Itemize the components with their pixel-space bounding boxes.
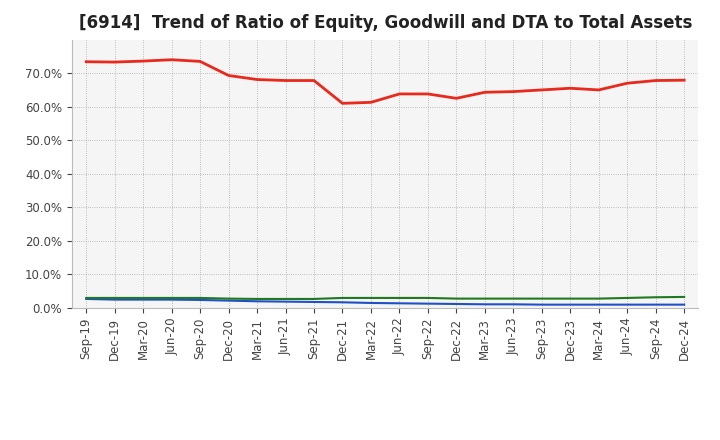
Deferred Tax Assets (395, 295, 404, 301)
Goodwill (196, 297, 204, 303)
Deferred Tax Assets (537, 296, 546, 301)
Goodwill (509, 302, 518, 307)
Deferred Tax Assets (338, 295, 347, 301)
Goodwill (652, 302, 660, 307)
Goodwill (338, 300, 347, 305)
Deferred Tax Assets (509, 296, 518, 301)
Equity (196, 59, 204, 64)
Deferred Tax Assets (139, 295, 148, 301)
Equity (623, 81, 631, 86)
Equity (395, 92, 404, 97)
Deferred Tax Assets (225, 296, 233, 301)
Equity (82, 59, 91, 64)
Deferred Tax Assets (110, 295, 119, 301)
Goodwill (452, 301, 461, 307)
Deferred Tax Assets (167, 295, 176, 301)
Equity (310, 78, 318, 83)
Deferred Tax Assets (310, 296, 318, 301)
Deferred Tax Assets (253, 296, 261, 301)
Equity (110, 59, 119, 65)
Equity (680, 77, 688, 83)
Equity (253, 77, 261, 82)
Goodwill (680, 302, 688, 307)
Equity (282, 78, 290, 83)
Deferred Tax Assets (595, 296, 603, 301)
Line: Deferred Tax Assets: Deferred Tax Assets (86, 297, 684, 299)
Equity (537, 87, 546, 92)
Deferred Tax Assets (480, 296, 489, 301)
Equity (139, 59, 148, 64)
Goodwill (566, 302, 575, 307)
Deferred Tax Assets (680, 294, 688, 300)
Equity (652, 78, 660, 83)
Deferred Tax Assets (82, 295, 91, 301)
Title: [6914]  Trend of Ratio of Equity, Goodwill and DTA to Total Assets: [6914] Trend of Ratio of Equity, Goodwil… (78, 15, 692, 33)
Goodwill (110, 297, 119, 302)
Equity (566, 86, 575, 91)
Goodwill (139, 297, 148, 302)
Equity (595, 87, 603, 92)
Goodwill (537, 302, 546, 307)
Goodwill (253, 299, 261, 304)
Equity (225, 73, 233, 78)
Goodwill (225, 298, 233, 303)
Deferred Tax Assets (623, 295, 631, 301)
Deferred Tax Assets (452, 296, 461, 301)
Deferred Tax Assets (423, 295, 432, 301)
Goodwill (395, 301, 404, 306)
Equity (366, 100, 375, 105)
Equity (452, 95, 461, 101)
Deferred Tax Assets (652, 295, 660, 300)
Deferred Tax Assets (566, 296, 575, 301)
Goodwill (82, 296, 91, 301)
Goodwill (366, 301, 375, 306)
Goodwill (282, 299, 290, 304)
Equity (167, 57, 176, 62)
Goodwill (480, 302, 489, 307)
Deferred Tax Assets (196, 295, 204, 301)
Line: Equity: Equity (86, 60, 684, 103)
Goodwill (167, 297, 176, 302)
Equity (509, 89, 518, 94)
Goodwill (310, 299, 318, 304)
Line: Goodwill: Goodwill (86, 299, 684, 304)
Deferred Tax Assets (366, 295, 375, 301)
Equity (480, 90, 489, 95)
Deferred Tax Assets (282, 296, 290, 301)
Goodwill (595, 302, 603, 307)
Goodwill (623, 302, 631, 307)
Goodwill (423, 301, 432, 306)
Equity (423, 92, 432, 97)
Equity (338, 101, 347, 106)
